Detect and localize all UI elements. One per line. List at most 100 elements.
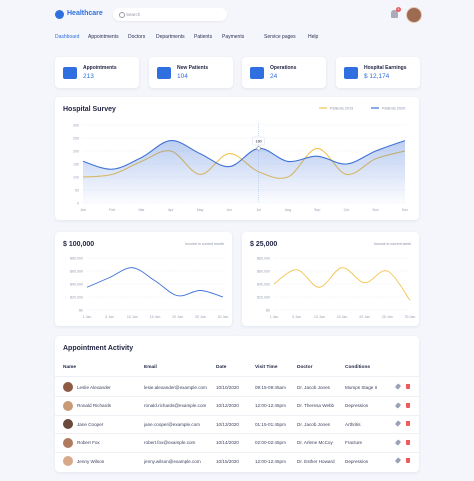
week-income-card: $ 25,000 Income in current week $0 $20,000 $…: [242, 232, 419, 326]
x-tick-label: 1 Jan: [270, 315, 279, 319]
legend-label: Patients 2019: [330, 106, 353, 110]
edit-button[interactable]: [394, 457, 402, 464]
delete-button[interactable]: [406, 402, 410, 408]
month-income-card: $ 100,000 Income in current month $0 $20,00…: [55, 232, 232, 326]
stat-card: Operations 24: [242, 57, 326, 88]
cell: 12:00-12:45pm: [255, 403, 286, 408]
nav-link[interactable]: Doctors: [128, 34, 146, 40]
nav-link[interactable]: Help: [308, 34, 319, 40]
y-tick-label: 50: [75, 188, 79, 192]
nav-link[interactable]: Dashboard: [55, 34, 80, 40]
cell: Dr. Jacob Jones: [297, 384, 330, 390]
stat-value: $ 12,174: [364, 73, 390, 80]
series-line: [273, 267, 411, 301]
cell: lesie.alexander@example.com: [144, 384, 207, 390]
delete-button[interactable]: [406, 384, 410, 389]
table-title: Appointment Activity: [63, 345, 134, 352]
y-tick-label: $60,000: [257, 269, 270, 273]
edit-button[interactable]: [394, 438, 402, 446]
cell: Dr. Theresa Webb: [297, 403, 335, 408]
appointment-table: Appointment Activity Name Email Date Visit …: [55, 336, 419, 472]
y-tick-label: 0: [77, 201, 79, 205]
x-tick-label: May: [197, 208, 204, 212]
x-tick-label: Mar: [138, 208, 145, 212]
cell: Fracture: [345, 440, 363, 445]
x-tick-label: Dec: [402, 208, 409, 212]
search-placeholder: Search: [126, 11, 141, 17]
edit-button[interactable]: [394, 401, 402, 409]
cell: Mumps Stage II: [345, 384, 378, 390]
edit-button[interactable]: [394, 383, 402, 390]
cell: 10/10/2020: [216, 384, 239, 390]
y-tick-label: 200: [73, 149, 79, 153]
cell: Depression: [345, 403, 369, 408]
cell: robert.fox@example.com: [144, 440, 196, 445]
cell: 02:00-02:45pm: [255, 440, 286, 445]
x-tick-label: Aug: [285, 208, 291, 212]
stat-icon: [344, 67, 358, 79]
x-tick-label: 20 Jan: [359, 315, 370, 319]
search-icon: [119, 12, 125, 18]
tooltip-text: 180: [255, 139, 261, 143]
y-tick-label: 250: [73, 136, 79, 140]
cell: ronald.richards@example.com: [144, 403, 207, 408]
search-box[interactable]: Search: [113, 8, 227, 21]
chart: Hospital Survey 0 50 100 150 200 250 300 Jan Feb M…: [63, 106, 409, 212]
bell[interactable]: [391, 10, 398, 18]
stat-icon: [250, 67, 264, 79]
chart-title: $ 100,000: [63, 241, 94, 248]
cell: Robert Fox: [77, 440, 100, 445]
x-tick-label: 5 Jan: [292, 315, 301, 319]
x-tick-label: Feb: [109, 208, 115, 212]
series-line: [82, 140, 406, 170]
row-divider: [55, 414, 419, 416]
column-header: Email: [144, 365, 157, 370]
edit-button[interactable]: [394, 420, 402, 427]
nav-link[interactable]: Patients: [194, 34, 213, 40]
y-tick-label: $80,000: [70, 256, 83, 260]
delete-button[interactable]: [406, 458, 410, 463]
x-tick-label: Sep: [314, 208, 320, 212]
x-tick-label: Jul: [256, 208, 261, 212]
x-tick-label: Jun: [226, 208, 232, 212]
series-line: [86, 267, 224, 298]
nav-link[interactable]: Service pages: [264, 34, 296, 40]
delete-button[interactable]: [406, 421, 410, 426]
x-tick-label: 15 Jan: [337, 315, 348, 319]
cell: Dr. Jacob Jones: [297, 421, 330, 427]
x-tick-label: 15 Jan: [150, 315, 161, 319]
tooltip-dot: [256, 146, 261, 151]
stat-value: 213: [83, 73, 94, 80]
y-tick-label: $40,000: [70, 282, 83, 286]
stat-label: New Patients: [177, 65, 209, 71]
cell: 10/14/2020: [216, 440, 239, 445]
x-tick-label: 30 Jan: [405, 315, 416, 319]
column-header: Name: [63, 365, 77, 370]
notification-badge: 1: [396, 7, 401, 12]
series-area: [83, 140, 405, 203]
delete-button[interactable]: [406, 439, 410, 445]
x-tick-label: Oct: [344, 208, 350, 212]
y-tick-label: $0: [79, 308, 83, 312]
cell: Dr. Arlene McCoy: [297, 440, 333, 445]
stat-card: New Patients 104: [149, 57, 233, 88]
avatar[interactable]: [406, 7, 422, 23]
stat-value: 104: [177, 73, 188, 80]
stat-label: Operations: [270, 65, 297, 71]
x-tick-label: Nov: [373, 208, 380, 212]
stat-value: 24: [270, 73, 278, 80]
row-divider: [55, 396, 419, 397]
row-divider: [55, 376, 419, 377]
x-tick-label: 30 Jan: [218, 315, 229, 319]
nav-link[interactable]: Appointments: [88, 34, 119, 40]
y-tick-label: 150: [73, 162, 79, 166]
nav-link[interactable]: Payments: [222, 34, 245, 40]
row-avatar: [63, 456, 73, 466]
chart-subtitle: Income in current month: [185, 242, 224, 246]
y-tick-label: $80,000: [257, 256, 270, 260]
y-tick-label: $20,000: [70, 295, 83, 299]
row-avatar: [63, 419, 73, 429]
row-avatar: [63, 382, 73, 392]
legend-label: Patients 2020: [382, 106, 405, 110]
nav-link[interactable]: Departments: [156, 34, 185, 40]
